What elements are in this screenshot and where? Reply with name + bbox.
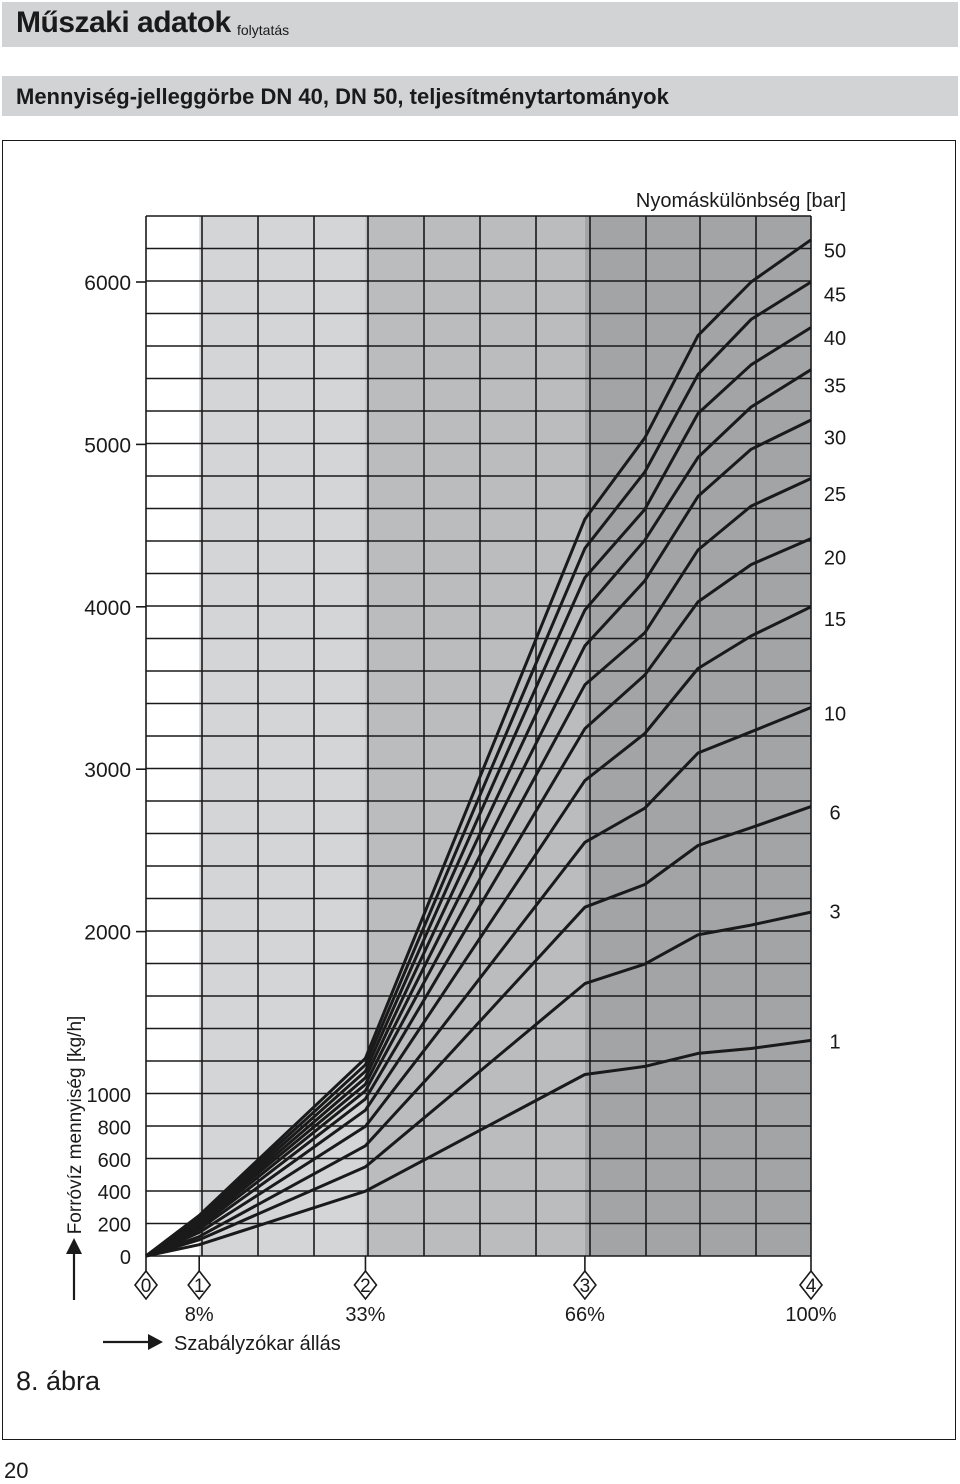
series-line-35 [145, 368, 812, 1258]
y-tick-label-400: 400 [98, 1182, 131, 1204]
series-label-1: 1 [829, 1031, 840, 1053]
series-line-10 [145, 706, 812, 1258]
series-line-40 [145, 326, 812, 1258]
x-marker-0 [133, 1269, 159, 1301]
series-label-25: 25 [824, 484, 846, 506]
series-line-20 [145, 537, 812, 1258]
y-tick-label-2000: 2000 [84, 922, 131, 945]
series-label-40: 40 [824, 328, 846, 350]
section-heading: Mennyiség-jelleggörbe DN 40, DN 50, telj… [16, 84, 669, 109]
y-tick-label-800: 800 [98, 1117, 131, 1139]
series-line-1 [145, 1038, 812, 1258]
series-label-50: 50 [824, 241, 846, 263]
page-title: Műszaki adatok [16, 6, 231, 39]
series-label-20: 20 [824, 547, 846, 569]
series-label-6: 6 [829, 802, 840, 824]
series-line-25 [145, 477, 812, 1258]
x-percent-label-3: 66% [565, 1304, 605, 1326]
x-marker-3 [572, 1269, 597, 1301]
title-bar [2, 2, 958, 47]
series-label-10: 10 [824, 703, 846, 725]
series-line-50 [145, 238, 812, 1258]
x-percent-label-4: 100% [785, 1304, 836, 1326]
y-tick-label-200: 200 [98, 1215, 131, 1237]
x-percent-label-2: 33% [345, 1304, 385, 1326]
y-tick-label-6000: 6000 [84, 272, 131, 295]
y-axis-title: Forróvíz mennyiség [kg/h] [65, 1016, 86, 1235]
series-line-45 [145, 280, 812, 1258]
x-marker-label-3: 3 [580, 1276, 591, 1297]
x-percent-label-1: 8% [185, 1304, 214, 1326]
page-subtitle: folytatás [237, 22, 290, 38]
series-label-35: 35 [824, 375, 846, 397]
series-line-15 [145, 605, 812, 1258]
x-marker-label-2: 2 [360, 1276, 371, 1297]
figure-frame [2, 140, 956, 1440]
x-marker-2 [353, 1269, 378, 1301]
series-label-15: 15 [824, 609, 846, 631]
series-title: Nyomáskülönbség [bar] [636, 190, 846, 212]
series-line-6 [145, 805, 812, 1258]
y-tick-label-4000: 4000 [84, 597, 131, 620]
y-tick-label-600: 600 [98, 1150, 131, 1172]
y-axis-arrow-head [66, 1238, 82, 1254]
y-tick-label-0: 0 [120, 1247, 131, 1269]
series-line-30 [145, 418, 812, 1258]
series-label-3: 3 [829, 901, 840, 923]
x-marker-label-1: 1 [194, 1276, 205, 1297]
series-label-45: 45 [824, 284, 846, 306]
series-line-3 [145, 910, 812, 1258]
x-marker-1 [187, 1269, 212, 1301]
x-axis-arrow-head [148, 1334, 163, 1350]
x-marker-label-0: 0 [141, 1276, 152, 1297]
figure-label: 8. ábra [16, 1366, 101, 1396]
x-marker-4 [798, 1269, 824, 1301]
x-marker-label-4: 4 [806, 1276, 817, 1297]
y-tick-label-3000: 3000 [84, 759, 131, 782]
section-bar [2, 76, 958, 116]
page-number: 20 [4, 1458, 29, 1483]
y-tick-label-5000: 5000 [84, 434, 131, 457]
series-label-30: 30 [824, 427, 846, 449]
y-tick-label-1000: 1000 [87, 1085, 132, 1107]
x-axis-title: Szabályzókar állás [174, 1333, 341, 1355]
